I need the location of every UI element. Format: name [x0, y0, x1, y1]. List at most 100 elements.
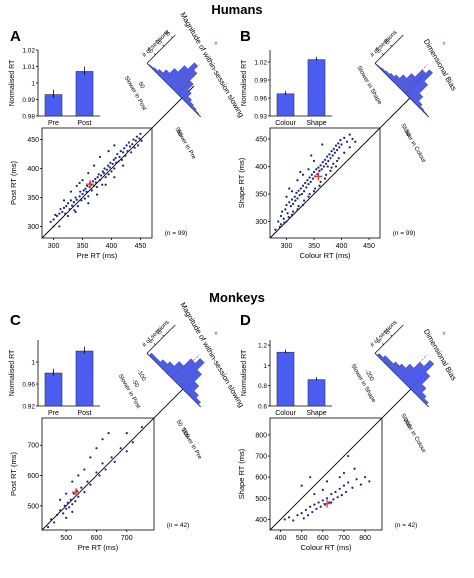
panel-b-point-19	[301, 184, 305, 187]
panel-b-hist-bin-6	[398, 73, 416, 91]
panel-b-point-94	[314, 187, 317, 190]
panel-c-hist-tick-0	[153, 343, 156, 345]
panel-c-scatter-points	[46, 425, 143, 529]
panel-d-point-7	[306, 514, 310, 517]
panel-b-point-57	[348, 133, 351, 136]
panel-d-bar-ytick-label-3: 1.2	[258, 343, 267, 350]
panel-a-hist-bin-0	[148, 64, 154, 69]
panel-b-point-84	[348, 146, 351, 149]
panel-b-point-87	[278, 225, 281, 229]
panel-c-hist-left-label-1: -50	[130, 378, 140, 389]
panel-b-point-35	[319, 164, 322, 167]
panel-a-point-49	[107, 173, 110, 176]
panel-c-point-5	[62, 512, 65, 515]
panel-b-hist-tick-1	[390, 44, 393, 47]
panel-a-hist-bin-6	[170, 62, 198, 91]
panel-d-hist-bin-0	[376, 353, 384, 360]
panel-d-xtick-label-0: 400	[275, 535, 287, 542]
panel-d-point-33	[321, 488, 324, 491]
panel-b-point-5	[285, 203, 288, 207]
panel-a-point-66	[125, 144, 128, 147]
panel-a-point-85	[78, 181, 81, 185]
panel-d-ytick-label-3: 700	[255, 454, 267, 461]
panel-a-hist-bin-10	[184, 96, 192, 105]
panel-a-point-75	[135, 135, 139, 138]
panel-c-hist-right-label-0: 50	[175, 419, 184, 428]
panel-b-point-75	[334, 165, 338, 168]
panel-c-hist-bin-1	[153, 357, 161, 365]
panel-a-point-6	[61, 210, 64, 214]
panel-b-point-54	[340, 143, 343, 146]
panel-b-point-36	[320, 168, 323, 171]
panel-a-bar-ylabel: Normalised RT	[9, 59, 16, 106]
panel-b-scatter-points	[274, 133, 357, 231]
panel-d-scatter-points	[283, 454, 371, 522]
panel-b-hist-bin-8	[405, 69, 433, 98]
panel-b-point-16	[298, 194, 301, 197]
panel-a-point-74	[134, 139, 137, 142]
panel-c-point-38	[65, 516, 68, 519]
panel-a-point-79	[140, 139, 143, 142]
panel-c-bar-ytick-label-2: 1	[31, 360, 35, 367]
panel-b-point-48	[333, 151, 336, 154]
panel-a-point-48	[106, 164, 110, 167]
panel-b-hist-star-icon: *	[442, 40, 446, 50]
panel-a-point-60	[118, 155, 121, 159]
panel-a-hist-tick-label-0: 10	[145, 46, 154, 55]
panel-c-point-18	[86, 480, 89, 483]
panel-b-point-83	[343, 151, 346, 154]
panel-b-point-91	[297, 205, 300, 208]
panel-a-point-4	[58, 212, 61, 215]
panel-c-point-21	[98, 474, 101, 477]
panel-b-hist-bin-10	[412, 93, 424, 105]
panel-a-point-9	[65, 205, 68, 208]
panel-c-point-32	[77, 474, 80, 477]
panel-b-point-10	[292, 202, 295, 205]
panel-c-bar-ytick-label-0: 0.92	[22, 404, 35, 411]
panel-b-point-43	[328, 153, 331, 156]
panel-d-point-6	[304, 508, 308, 512]
panel-b-point-60	[290, 190, 294, 193]
panel-b-point-28	[311, 177, 314, 180]
panel-a-point-26	[85, 190, 88, 193]
panel-c-point-36	[101, 438, 104, 441]
panel-a-hist-tick-2	[170, 36, 173, 39]
panel-d-hist-tick-0	[381, 343, 384, 345]
panel-b-xtick-label-2: 400	[336, 243, 348, 250]
panel-b-point-52	[338, 146, 341, 149]
panel-a-point-0	[49, 220, 52, 223]
panel-b-hist-right-label-0: 50	[403, 129, 412, 138]
panel-d-point-11	[315, 507, 318, 510]
panel-a-point-98	[74, 210, 77, 214]
panel-d-point-36	[342, 471, 346, 475]
panel-d-bar-0	[276, 351, 295, 407]
panel-d-bar-category-1: Shape	[306, 410, 326, 417]
panel-d-point-38	[300, 484, 303, 487]
panel-a-scatter-points	[49, 132, 143, 228]
panel-a-point-92	[104, 183, 107, 186]
panel-b-point-45	[330, 150, 333, 153]
panel-a-point-77	[138, 137, 141, 140]
panel-a-hist-bin-4	[163, 68, 178, 84]
panel-c-scatter-xlabel: Pre RT (ms)	[78, 543, 119, 552]
panel-a-point-33	[91, 180, 95, 183]
panel-c-hist-tick-label-1: 10	[154, 328, 163, 337]
panel-d-point-23	[340, 494, 343, 497]
panel-d-point-40	[325, 480, 329, 483]
panel-a-hist-bin-11	[187, 101, 194, 108]
panel-d-bar-1	[307, 379, 326, 407]
panel-b-point-40	[325, 162, 328, 165]
panel-b-point-27	[310, 173, 313, 176]
panel-c-xtick-label-1: 600	[91, 535, 103, 542]
panel-b-point-49	[334, 144, 338, 147]
panel-a-point-2	[54, 213, 57, 216]
panel-b-point-69	[301, 203, 305, 207]
panel-d-point-27	[351, 486, 354, 489]
panel-c-xtick-label-2: 700	[121, 535, 133, 542]
panel-a-point-67	[126, 150, 129, 153]
panel-b-point-13	[295, 191, 298, 194]
panel-d-point-25	[344, 490, 348, 494]
panel-b-ytick-label-2: 400	[255, 164, 267, 171]
panel-a-point-24	[83, 197, 86, 200]
